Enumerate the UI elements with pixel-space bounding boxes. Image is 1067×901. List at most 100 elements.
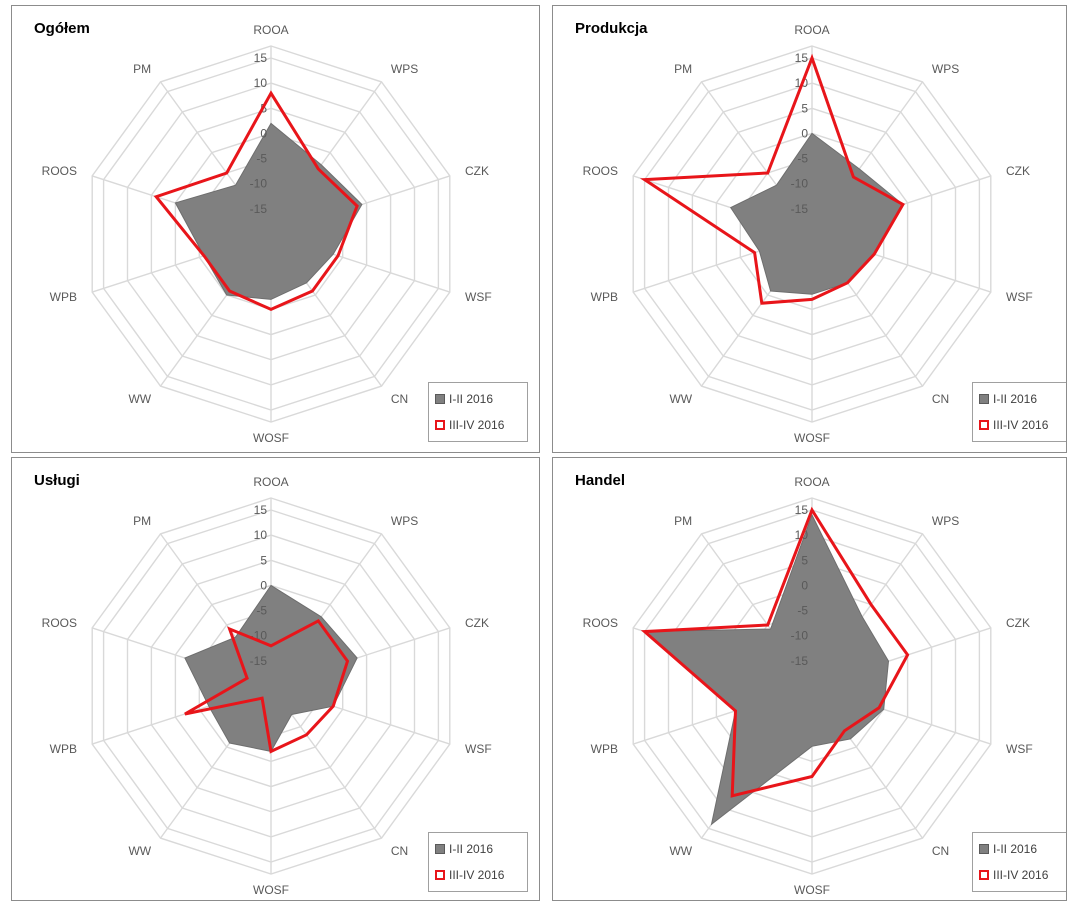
legend-swatch-grey: [979, 844, 989, 854]
legend-swatch-red: [979, 870, 989, 880]
radial-tick-label: 0: [801, 126, 808, 140]
legend-swatch-grey: [435, 844, 445, 854]
legend-label-series1: I-II 2016: [993, 842, 1038, 856]
chart-panel-handel: 15 10 5 0 -5 -10 -15 ROOA WPS CZK WSF CN WOSF WW WPB RO…: [552, 457, 1067, 901]
radial-tick-label: 5: [260, 553, 267, 567]
axis-label-wsf: WSF: [465, 290, 492, 304]
chart-panel-produkcja: 15 10 5 0 -5 -10 -15 ROOA WPS CZK WSF CN WOSF WW WPB RO…: [552, 5, 1067, 453]
radial-tick-label: -15: [791, 654, 809, 668]
axis-label-rooa: ROOA: [253, 475, 288, 489]
series-line-iii-iv-2016: [153, 90, 359, 312]
series-area-i-ii-2016: [184, 584, 358, 752]
series-area-i-ii-2016: [174, 122, 363, 300]
radial-tick-label: -15: [250, 654, 268, 668]
radial-tick-label: -15: [791, 202, 809, 216]
legend-item-series2: III-IV 2016: [979, 417, 1048, 433]
radial-tick-label: 0: [260, 578, 267, 592]
legend-swatch-grey: [979, 394, 989, 404]
radial-tick-label: 10: [254, 528, 268, 542]
axis-label-wps: WPS: [932, 62, 959, 76]
chart-legend: I-II 2016 III-IV 2016: [428, 382, 528, 442]
radial-tick-label: 15: [795, 503, 809, 517]
legend-swatch-red: [435, 870, 445, 880]
legend-item-series1: I-II 2016: [979, 841, 1037, 857]
radial-tick-label: 0: [260, 126, 267, 140]
axis-label-ww: WW: [669, 844, 692, 858]
radial-tick-label: 0: [801, 578, 808, 592]
legend-label-series2: III-IV 2016: [993, 868, 1049, 882]
legend-swatch-grey: [435, 394, 445, 404]
axis-label-roos: ROOS: [583, 616, 618, 630]
axis-label-wosf: WOSF: [253, 883, 289, 897]
radial-tick-label: -10: [791, 629, 809, 643]
series-line-iii-iv-2016: [639, 53, 905, 305]
axis-label-pm: PM: [133, 62, 151, 76]
radial-tick-label: -5: [256, 152, 267, 166]
legend-label-series2: III-IV 2016: [449, 418, 505, 432]
axis-label-rooa: ROOA: [253, 23, 288, 37]
chart-panel-uslugi: 15 10 5 0 -5 -10 -15 ROOA WPS CZK WSF CN WOSF WW WPB RO…: [11, 457, 540, 901]
axis-label-wpb: WPB: [591, 290, 618, 304]
legend-item-series1: I-II 2016: [435, 841, 493, 857]
radial-tick-label: 10: [254, 76, 268, 90]
chart-legend: I-II 2016 III-IV 2016: [972, 382, 1066, 442]
legend-label-series1: I-II 2016: [449, 842, 494, 856]
axis-label-wsf: WSF: [1006, 290, 1033, 304]
axis-label-roos: ROOS: [583, 164, 618, 178]
radial-tick-label: 5: [801, 101, 808, 115]
series-area-i-ii-2016: [729, 132, 904, 295]
radar-chart-ogolem: 151050-5-10-15ROOAWPSCZKWSFCNWOSFWWWPBRO…: [42, 23, 492, 445]
radial-tick-label: 15: [795, 51, 809, 65]
radial-tick-label: -5: [256, 604, 267, 618]
axis-label-wps: WPS: [932, 514, 959, 528]
legend-item-series1: I-II 2016: [435, 391, 493, 407]
radial-tick-label: 15: [254, 51, 268, 65]
legend-swatch-red: [979, 420, 989, 430]
radial-tick-label: 5: [801, 553, 808, 567]
axis-label-wosf: WOSF: [794, 883, 830, 897]
axis-label-czk: CZK: [1006, 616, 1030, 630]
legend-item-series2: III-IV 2016: [979, 867, 1048, 883]
legend-swatch-red: [435, 420, 445, 430]
radial-tick-label: -15: [250, 202, 268, 216]
legend-item-series1: I-II 2016: [979, 391, 1037, 407]
chart-panel-ogolem: 15 10 5 0 -5 -10 -15 ROOA WPS CZK WSF CN WOSF WW WPB RO…: [11, 5, 540, 453]
radial-tick-label: 15: [254, 503, 268, 517]
axis-label-rooa: ROOA: [794, 475, 829, 489]
axis-label-cn: CN: [391, 392, 408, 406]
axis-label-pm: PM: [674, 514, 692, 528]
series-line-iii-iv-2016: [184, 618, 350, 754]
radar-chart-handel: 151050-5-10-15ROOAWPSCZKWSFCNWOSFWWWPBRO…: [583, 475, 1033, 897]
axis-label-ww: WW: [669, 392, 692, 406]
axis-label-wpb: WPB: [50, 742, 77, 756]
chart-legend: I-II 2016 III-IV 2016: [428, 832, 528, 892]
axis-label-cn: CN: [391, 844, 408, 858]
chart-title: Usługi: [34, 472, 80, 489]
radar-chart-uslugi: 151050-5-10-15ROOAWPSCZKWSFCNWOSFWWWPBRO…: [42, 475, 492, 897]
axis-label-pm: PM: [133, 514, 151, 528]
axis-label-wpb: WPB: [50, 290, 77, 304]
axis-label-wps: WPS: [391, 62, 418, 76]
axis-label-czk: CZK: [465, 164, 489, 178]
axis-label-ww: WW: [128, 844, 151, 858]
chart-title: Produkcja: [575, 20, 648, 37]
axis-label-wsf: WSF: [1006, 742, 1033, 756]
chart-title: Handel: [575, 472, 626, 489]
series-line-iii-iv-2016: [640, 506, 910, 798]
legend-label-series1: I-II 2016: [993, 392, 1038, 406]
axis-label-ww: WW: [128, 392, 151, 406]
axis-label-wosf: WOSF: [794, 431, 830, 445]
axis-label-pm: PM: [674, 62, 692, 76]
axis-label-roos: ROOS: [42, 616, 77, 630]
radial-tick-label: -5: [797, 152, 808, 166]
radar-chart-produkcja: 151050-5-10-15ROOAWPSCZKWSFCNWOSFWWWPBRO…: [583, 23, 1033, 445]
axis-label-wps: WPS: [391, 514, 418, 528]
axis-label-rooa: ROOA: [794, 23, 829, 37]
radial-tick-label: -10: [250, 177, 268, 191]
axis-label-wsf: WSF: [465, 742, 492, 756]
axis-label-cn: CN: [932, 844, 949, 858]
axis-label-czk: CZK: [465, 616, 489, 630]
legend-label-series1: I-II 2016: [449, 392, 494, 406]
legend-item-series2: III-IV 2016: [435, 867, 504, 883]
legend-label-series2: III-IV 2016: [993, 418, 1049, 432]
